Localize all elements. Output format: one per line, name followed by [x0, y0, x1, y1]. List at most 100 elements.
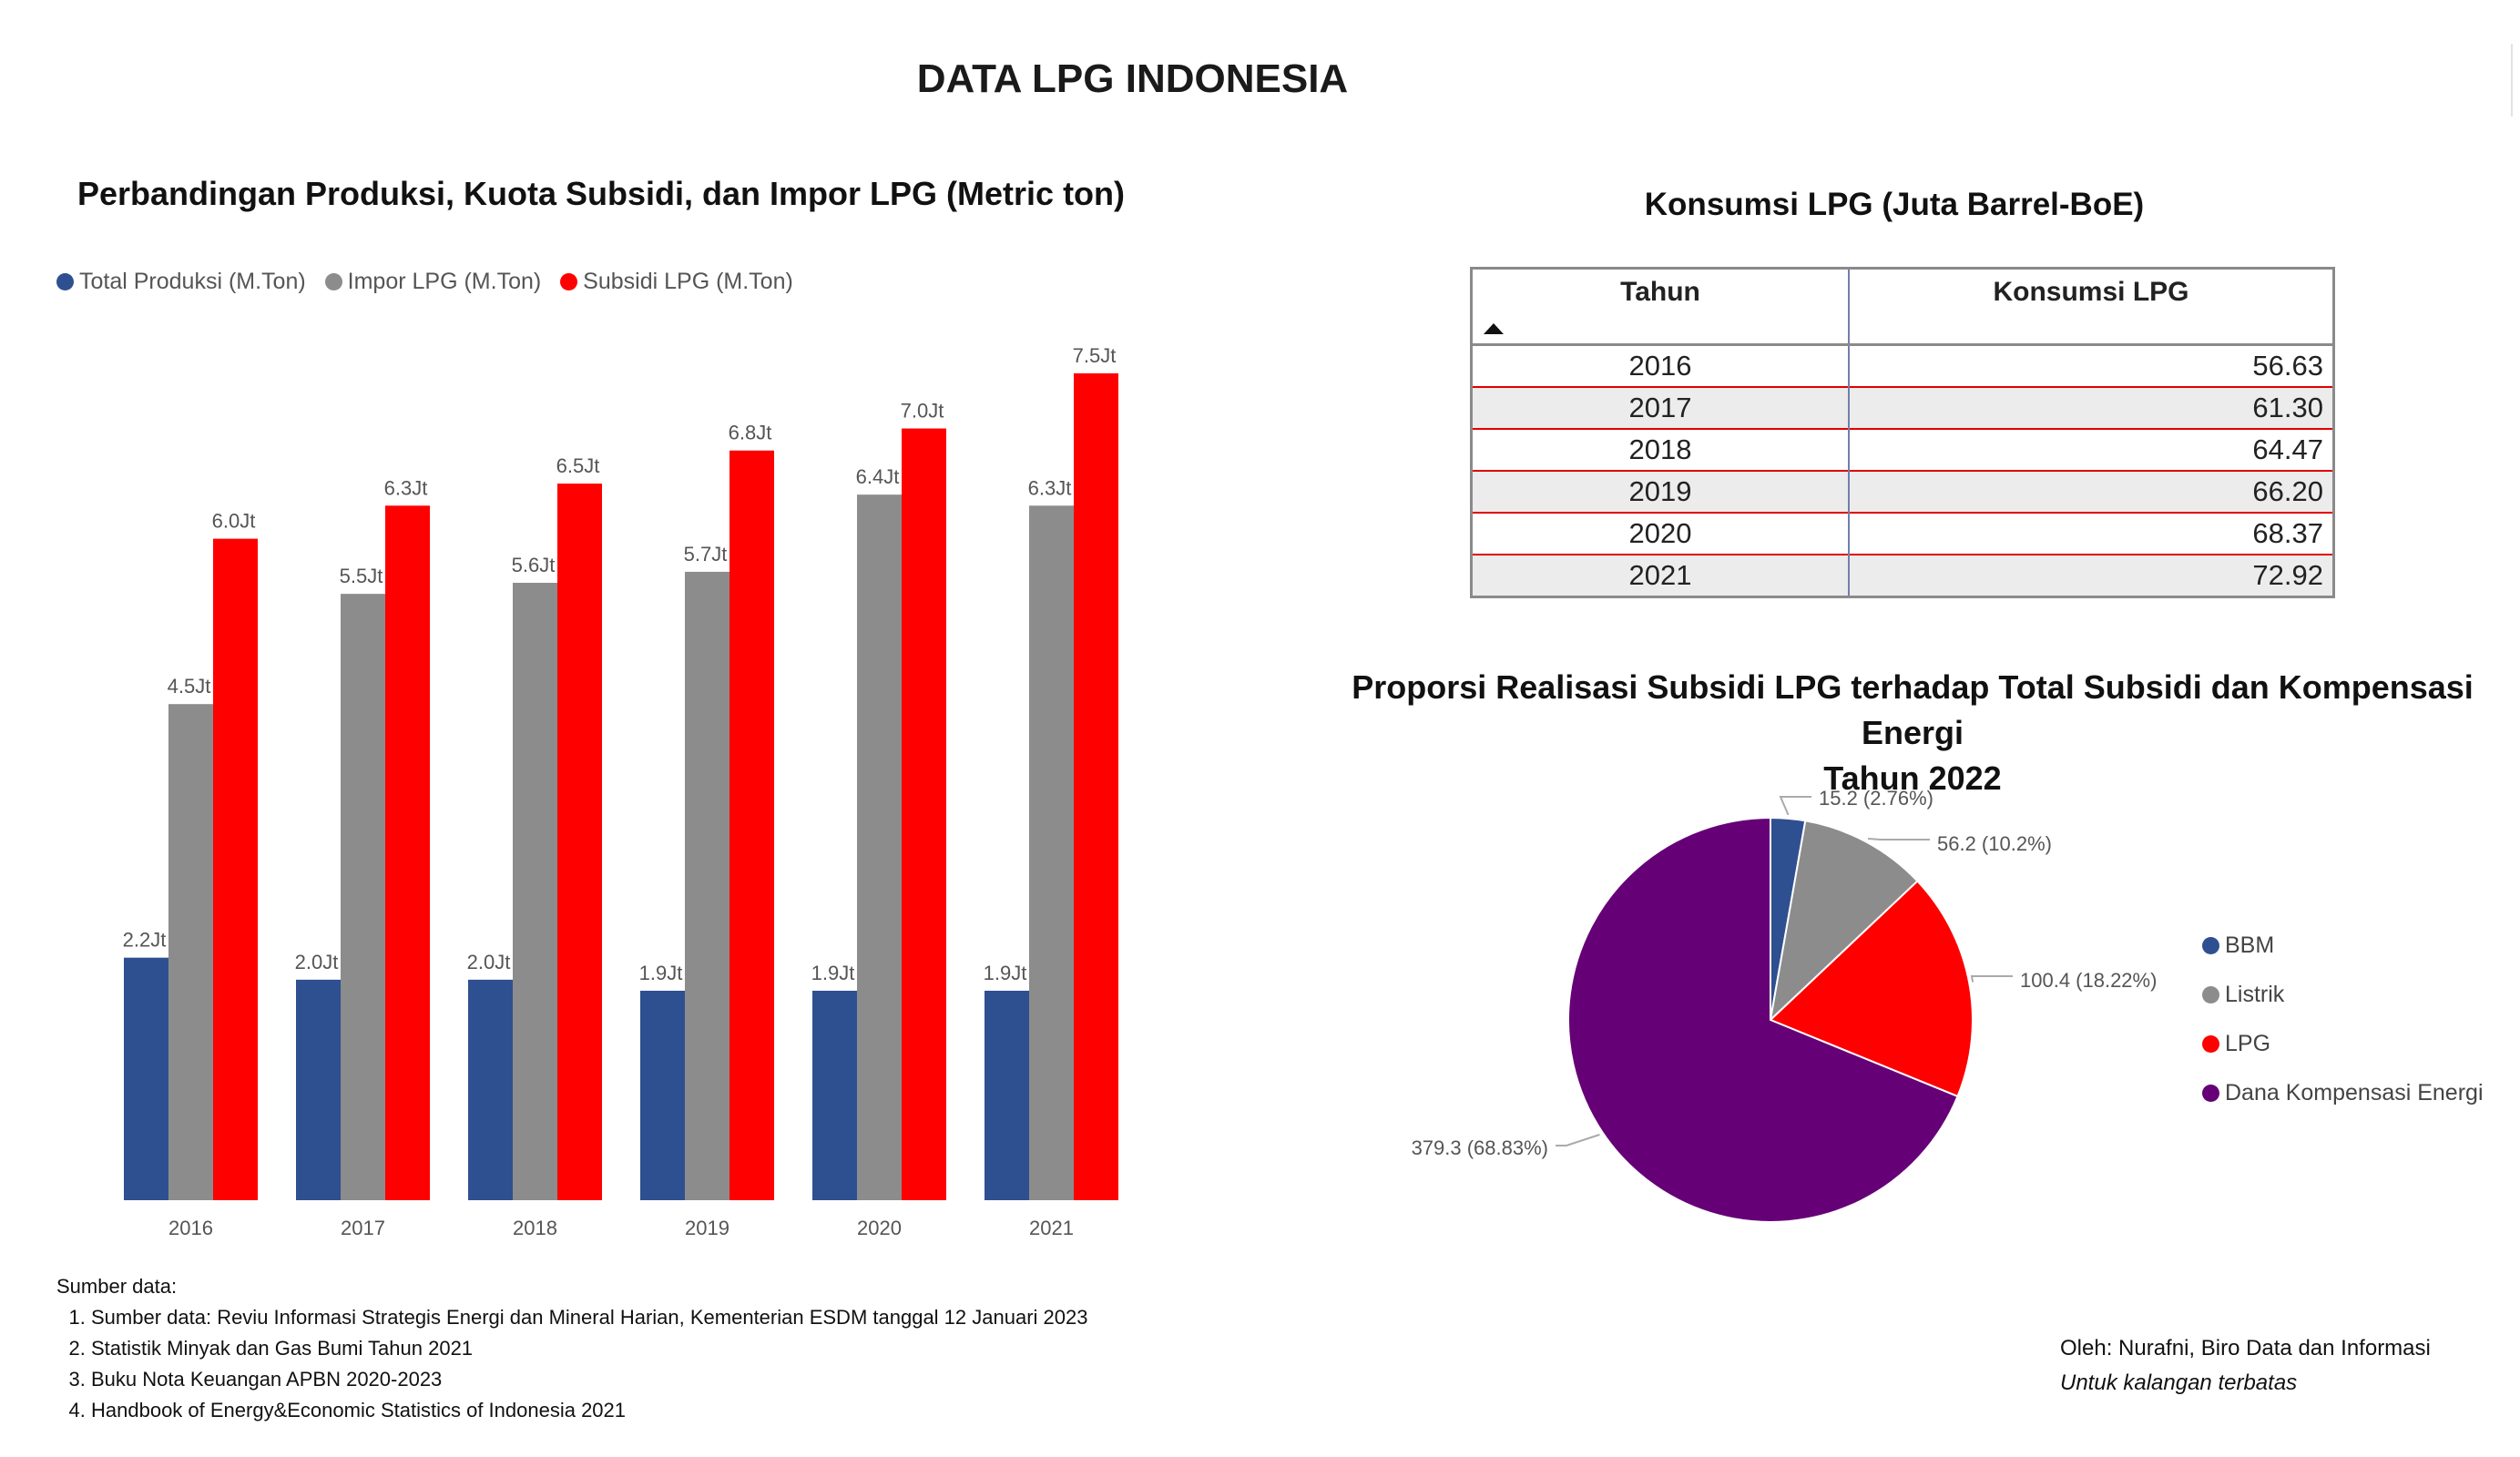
bar-data-label: 6.8Jt [729, 422, 772, 444]
column-header-label: Tahun [1620, 277, 1700, 307]
bar-data-label: 1.9Jt [984, 962, 1027, 984]
pie-slice-listrik [1769, 820, 1919, 1023]
bar-impor-2019 [685, 571, 729, 1200]
pie-chart-title: Proporsi Realisasi Subsidi LPG terhadap … [1321, 665, 2505, 801]
cell-value: 61.30 [1849, 386, 2334, 429]
pie-leader-line [1556, 1134, 1600, 1146]
bar-data-label: 5.5Jt [340, 565, 383, 587]
cell-value: 66.20 [1849, 470, 2334, 513]
bar-impor-2016 [168, 704, 213, 1200]
bar-data-label: 5.6Jt [512, 554, 556, 576]
cell-year: 2017 [1471, 386, 1850, 429]
pie-data-label: 15.2 (2.76%) [1819, 787, 1933, 810]
bar-total-2016 [124, 957, 168, 1200]
bar-data-label: 6.0Jt [212, 510, 256, 533]
pie-chart-legend: BBM Listrik LPG Dana Kompensasi Energi [2202, 932, 2484, 1129]
edge-divider [2511, 44, 2513, 117]
source-item: Statistik Minyak dan Gas Bumi Tahun 2021 [91, 1333, 1087, 1364]
pie-data-label: 56.2 (10.2%) [1937, 832, 2052, 855]
legend-item-produksi: Total Produksi (M.Ton) [56, 269, 306, 295]
source-item: Sumber data: Reviu Informasi Strategis E… [91, 1302, 1087, 1333]
pie-data-label: 100.4 (18.22%) [2020, 969, 2157, 992]
pie-title-line1: Proporsi Realisasi Subsidi LPG terhadap … [1352, 668, 2474, 751]
pie-leader-line [1970, 975, 2013, 983]
legend-label: Dana Kompensasi Energi [2225, 1080, 2484, 1105]
pie-chart: 15.2 (2.76%)56.2 (10.2%) 100.4 (18.22%) 37… [1412, 787, 2157, 1223]
legend-item-dana-kompensasi: Dana Kompensasi Energi [2202, 1080, 2484, 1129]
legend-swatch [2202, 1085, 2219, 1102]
bar-data-label: 5.7Jt [684, 543, 728, 565]
bar-subsidi-2018 [557, 484, 602, 1200]
x-tick-label: 2021 [1029, 1217, 1074, 1239]
legend-swatch [2202, 1035, 2219, 1053]
bar-chart: 2.2Jt 4.5Jt 6.0Jt 2016 2.0Jt 5.5Jt 6.3Jt 2017 2.… [123, 344, 1118, 1239]
bar-chart-legend: Total Produksi (M.Ton) Impor LPG (M.Ton)… [56, 269, 806, 295]
pie-title-line2: Tahun 2022 [1823, 759, 2002, 797]
bar-total-2017 [296, 979, 341, 1200]
x-tick-label: 2017 [341, 1217, 385, 1239]
bar-data-label: 4.5Jt [168, 675, 211, 698]
sort-ascending-icon[interactable] [1484, 323, 1504, 334]
cell-value: 56.63 [1849, 343, 2334, 387]
legend-swatch [324, 273, 342, 290]
legend-swatch [56, 273, 74, 290]
bar-total-2018 [468, 979, 513, 1200]
bar-subsidi-2021 [1074, 373, 1118, 1200]
column-header-konsumsi[interactable]: Konsumsi LPG [1849, 268, 2334, 346]
consumption-table-container: Tahun Konsumsi LPG 2016 56.63 2017 61.30 2… [1470, 267, 2335, 598]
source-item: Buku Nota Keuangan APBN 2020-2023 [91, 1364, 1087, 1395]
pie-slice-lpg [1769, 880, 1974, 1098]
legend-item-impor: Impor LPG (M.Ton) [324, 269, 541, 295]
page-title: DATA LPG INDONESIA [916, 56, 1349, 101]
legend-item-listrik: Listrik [2202, 982, 2484, 1031]
cell-year: 2021 [1471, 554, 1850, 597]
bar-impor-2017 [341, 594, 385, 1200]
cell-year: 2019 [1471, 470, 1850, 513]
x-tick-label: 2019 [685, 1217, 729, 1239]
bar-data-label: 7.0Jt [901, 400, 944, 423]
bar-total-2019 [640, 990, 685, 1200]
table-row: 2020 68.37 [1471, 512, 2334, 555]
legend-label: Listrik [2225, 982, 2285, 1007]
x-tick-label: 2018 [513, 1217, 557, 1239]
legend-swatch [560, 273, 578, 290]
bar-chart-title: Perbandingan Produksi, Kuota Subsidi, da… [77, 175, 1126, 212]
source-item: Handbook of Energy&Economic Statistics o… [91, 1395, 1087, 1426]
legend-label: BBM [2225, 932, 2275, 958]
sources-heading: Sumber data: [56, 1275, 178, 1298]
cell-year: 2016 [1471, 343, 1850, 387]
cell-year: 2018 [1471, 428, 1850, 471]
pie-slice-dana-kompensasi-energi [1567, 816, 1959, 1223]
bar-data-label: 6.4Jt [856, 465, 900, 488]
bar-impor-2021 [1029, 505, 1074, 1200]
x-tick-label: 2020 [857, 1217, 902, 1239]
table-row: 2017 61.30 [1471, 386, 2334, 429]
bar-data-label: 2.0Jt [295, 951, 339, 973]
credit-note: Untuk kalangan terbatas [2060, 1370, 2298, 1395]
sources-section: Sumber data: Sumber data: Reviu Informas… [56, 1271, 1087, 1426]
bar-impor-2018 [513, 583, 557, 1200]
column-header-tahun[interactable]: Tahun [1471, 268, 1850, 346]
cell-value: 64.47 [1849, 428, 2334, 471]
bar-data-label: 6.5Jt [556, 454, 600, 477]
table-row: 2019 66.20 [1471, 470, 2334, 513]
x-tick-label: 2016 [168, 1217, 213, 1239]
bar-subsidi-2019 [729, 450, 774, 1200]
bar-data-label: 2.2Jt [123, 929, 167, 952]
credits: Oleh: Nurafni, Biro Data dan Informasi U… [2060, 1331, 2431, 1401]
bar-subsidi-2017 [385, 505, 430, 1200]
legend-label: Subsidi LPG (M.Ton) [583, 269, 793, 294]
consumption-table: Tahun Konsumsi LPG 2016 56.63 2017 61.30 2… [1470, 267, 2335, 598]
sources-list: Sumber data: Reviu Informasi Strategis E… [56, 1302, 1087, 1426]
cell-value: 72.92 [1849, 554, 2334, 597]
table-title: Konsumsi LPG (Juta Barrel-BoE) [1644, 187, 2145, 222]
bar-data-label: 1.9Jt [811, 962, 855, 984]
legend-item-bbm: BBM [2202, 932, 2484, 982]
bar-total-2020 [812, 990, 857, 1200]
bar-data-label: 7.5Jt [1073, 344, 1117, 367]
table-row: 2018 64.47 [1471, 428, 2334, 471]
bar-impor-2020 [857, 494, 902, 1200]
pie-data-label: 379.3 (68.83%) [1412, 1136, 1548, 1159]
bar-data-label: 6.3Jt [384, 476, 428, 499]
bar-subsidi-2016 [213, 538, 258, 1200]
